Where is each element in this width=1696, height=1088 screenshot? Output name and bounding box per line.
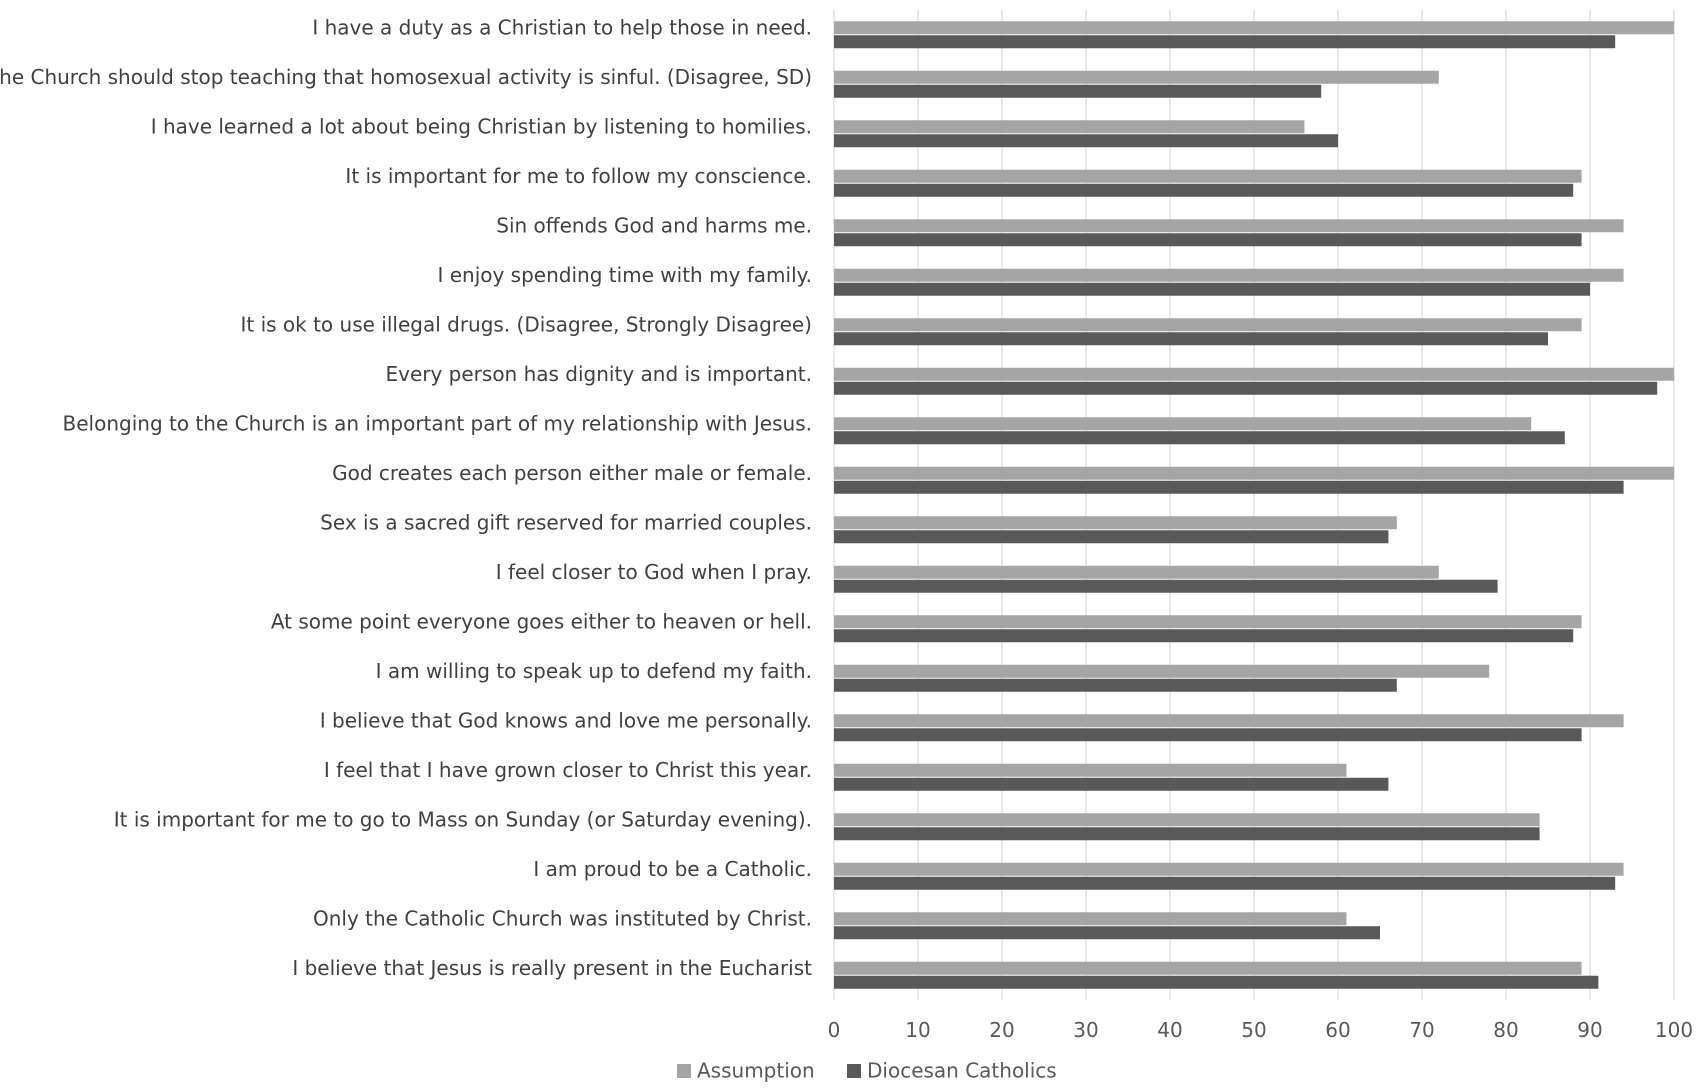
category-labels: I have a duty as a Christian to help tho… [0, 15, 812, 980]
x-tick-label: 0 [828, 1018, 841, 1042]
category-label: The Church should stop teaching that hom… [0, 65, 812, 89]
legend-label: Diocesan Catholics [867, 1059, 1057, 1083]
bar-diocesan-catholics [834, 480, 1624, 494]
bar-assumption [834, 120, 1305, 134]
bar-diocesan-catholics [834, 975, 1599, 989]
bar-assumption [834, 318, 1582, 332]
bar-assumption [834, 466, 1674, 480]
category-label: I feel closer to God when I pray. [496, 560, 812, 584]
bars [834, 21, 1674, 989]
bar-assumption [834, 615, 1582, 629]
bar-diocesan-catholics [834, 530, 1389, 544]
bar-diocesan-catholics [834, 431, 1565, 445]
x-tick-label: 60 [1325, 1018, 1350, 1042]
bar-assumption [834, 565, 1439, 579]
category-label: I enjoy spending time with my family. [437, 263, 812, 287]
legend: Assumption Diocesan Catholics [677, 1059, 1057, 1083]
legend-label: Assumption [697, 1059, 815, 1083]
category-label: I believe that Jesus is really present i… [292, 956, 812, 980]
category-label: Sex is a sacred gift reserved for marrie… [320, 510, 812, 534]
category-label: At some point everyone goes either to he… [271, 609, 812, 633]
x-tick-label: 40 [1157, 1018, 1182, 1042]
bar-diocesan-catholics [834, 282, 1590, 296]
bar-assumption [834, 70, 1439, 84]
grid [833, 10, 1675, 1000]
x-tick-label: 70 [1409, 1018, 1434, 1042]
bar-diocesan-catholics [834, 183, 1574, 197]
bar-assumption [834, 813, 1540, 827]
bar-diocesan-catholics [834, 381, 1658, 395]
bar-diocesan-catholics [834, 134, 1338, 148]
bar-diocesan-catholics [834, 926, 1380, 940]
bar-assumption [834, 219, 1624, 233]
category-label: It is important for me to go to Mass on … [114, 807, 812, 831]
x-tick-label: 100 [1655, 1018, 1693, 1042]
bar-diocesan-catholics [834, 84, 1322, 98]
bar-assumption [834, 862, 1624, 876]
x-tick-label: 80 [1493, 1018, 1518, 1042]
bar-diocesan-catholics [834, 678, 1397, 692]
bar-assumption [834, 664, 1490, 678]
bar-diocesan-catholics [834, 629, 1574, 643]
category-label: I am willing to speak up to defend my fa… [376, 659, 812, 683]
bar-assumption [834, 367, 1674, 381]
x-tick-label: 30 [1073, 1018, 1098, 1042]
category-label: I have learned a lot about being Christi… [151, 114, 812, 138]
bar-assumption [834, 516, 1397, 530]
x-tick-label: 90 [1577, 1018, 1602, 1042]
bar-assumption [834, 268, 1624, 282]
bar-diocesan-catholics [834, 35, 1616, 49]
x-axis-tick-labels: 0 10 20 30 40 50 60 70 80 90 100 [828, 1018, 1693, 1042]
bar-diocesan-catholics [834, 876, 1616, 890]
legend-swatch [677, 1064, 691, 1078]
category-label: Every person has dignity and is importan… [385, 362, 812, 386]
bar-diocesan-catholics [834, 233, 1582, 247]
category-label: I am proud to be a Catholic. [533, 857, 812, 881]
bar-diocesan-catholics [834, 332, 1548, 346]
legend-swatch [847, 1064, 861, 1078]
bar-diocesan-catholics [834, 777, 1389, 791]
x-tick-label: 10 [905, 1018, 930, 1042]
x-tick-label: 20 [989, 1018, 1014, 1042]
bar-assumption [834, 763, 1347, 777]
category-label: Sin offends God and harms me. [496, 213, 812, 237]
bar-diocesan-catholics [834, 728, 1582, 742]
bar-assumption [834, 417, 1532, 431]
category-label: I have a duty as a Christian to help tho… [312, 15, 812, 39]
bar-assumption [834, 169, 1582, 183]
bar-assumption [834, 961, 1582, 975]
category-label: I feel that I have grown closer to Chris… [324, 758, 812, 782]
category-label: It is ok to use illegal drugs. (Disagree… [240, 312, 812, 336]
category-label: It is important for me to follow my cons… [345, 164, 812, 188]
bar-diocesan-catholics [834, 579, 1498, 593]
bar-assumption [834, 912, 1347, 926]
bar-assumption [834, 21, 1674, 35]
category-label: Only the Catholic Church was instituted … [313, 906, 812, 930]
category-label: Belonging to the Church is an important … [63, 411, 812, 435]
x-tick-label: 50 [1241, 1018, 1266, 1042]
category-label: I believe that God knows and love me per… [320, 708, 812, 732]
category-label: God creates each person either male or f… [332, 461, 812, 485]
bar-assumption [834, 714, 1624, 728]
bar-diocesan-catholics [834, 827, 1540, 841]
